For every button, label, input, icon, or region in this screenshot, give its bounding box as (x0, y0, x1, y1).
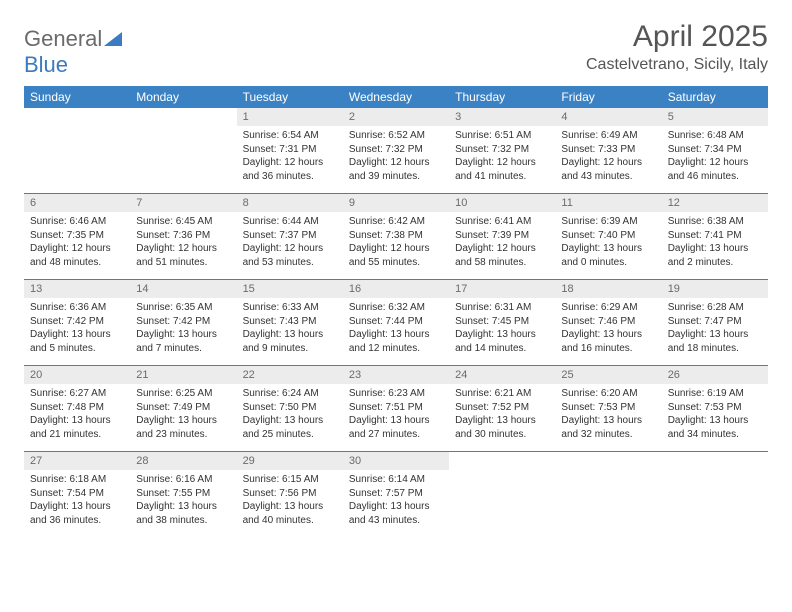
day-number-cell: 5 (662, 108, 768, 126)
day-number-cell: 18 (555, 280, 661, 298)
day-detail-cell (449, 470, 555, 537)
detail-row: Sunrise: 6:46 AMSunset: 7:35 PMDaylight:… (24, 212, 768, 280)
month-title: April 2025 (586, 20, 768, 54)
daynum-row: 12345 (24, 108, 768, 126)
logo: GeneralBlue (24, 26, 122, 78)
day-number-cell: 15 (237, 280, 343, 298)
detail-row: Sunrise: 6:18 AMSunset: 7:54 PMDaylight:… (24, 470, 768, 537)
daynum-row: 20212223242526 (24, 366, 768, 384)
dow-saturday: Saturday (662, 86, 768, 108)
day-detail-cell (130, 126, 236, 194)
day-number-cell: 28 (130, 452, 236, 470)
day-detail-cell: Sunrise: 6:45 AMSunset: 7:36 PMDaylight:… (130, 212, 236, 280)
day-number-cell (449, 452, 555, 470)
day-number-cell: 26 (662, 366, 768, 384)
day-number-cell: 8 (237, 194, 343, 212)
day-number-cell: 6 (24, 194, 130, 212)
day-detail-cell: Sunrise: 6:19 AMSunset: 7:53 PMDaylight:… (662, 384, 768, 452)
day-detail-cell: Sunrise: 6:28 AMSunset: 7:47 PMDaylight:… (662, 298, 768, 366)
dow-header-row: Sunday Monday Tuesday Wednesday Thursday… (24, 86, 768, 108)
day-number-cell: 9 (343, 194, 449, 212)
location-subtitle: Castelvetrano, Sicily, Italy (586, 56, 768, 74)
day-detail-cell: Sunrise: 6:18 AMSunset: 7:54 PMDaylight:… (24, 470, 130, 537)
day-detail-cell: Sunrise: 6:54 AMSunset: 7:31 PMDaylight:… (237, 126, 343, 194)
dow-wednesday: Wednesday (343, 86, 449, 108)
day-detail-cell (555, 470, 661, 537)
day-detail-cell: Sunrise: 6:52 AMSunset: 7:32 PMDaylight:… (343, 126, 449, 194)
day-detail-cell: Sunrise: 6:38 AMSunset: 7:41 PMDaylight:… (662, 212, 768, 280)
daynum-row: 13141516171819 (24, 280, 768, 298)
dow-sunday: Sunday (24, 86, 130, 108)
day-number-cell: 22 (237, 366, 343, 384)
day-detail-cell: Sunrise: 6:33 AMSunset: 7:43 PMDaylight:… (237, 298, 343, 366)
day-detail-cell: Sunrise: 6:27 AMSunset: 7:48 PMDaylight:… (24, 384, 130, 452)
day-number-cell: 29 (237, 452, 343, 470)
dow-tuesday: Tuesday (237, 86, 343, 108)
logo-text-2: Blue (24, 52, 68, 77)
day-detail-cell: Sunrise: 6:29 AMSunset: 7:46 PMDaylight:… (555, 298, 661, 366)
dow-friday: Friday (555, 86, 661, 108)
logo-text: GeneralBlue (24, 26, 122, 78)
day-detail-cell: Sunrise: 6:48 AMSunset: 7:34 PMDaylight:… (662, 126, 768, 194)
calendar-table: Sunday Monday Tuesday Wednesday Thursday… (24, 86, 768, 537)
day-detail-cell: Sunrise: 6:31 AMSunset: 7:45 PMDaylight:… (449, 298, 555, 366)
detail-row: Sunrise: 6:54 AMSunset: 7:31 PMDaylight:… (24, 126, 768, 194)
day-number-cell: 10 (449, 194, 555, 212)
detail-row: Sunrise: 6:27 AMSunset: 7:48 PMDaylight:… (24, 384, 768, 452)
day-number-cell: 19 (662, 280, 768, 298)
daynum-row: 6789101112 (24, 194, 768, 212)
day-detail-cell: Sunrise: 6:25 AMSunset: 7:49 PMDaylight:… (130, 384, 236, 452)
day-detail-cell: Sunrise: 6:21 AMSunset: 7:52 PMDaylight:… (449, 384, 555, 452)
day-detail-cell: Sunrise: 6:44 AMSunset: 7:37 PMDaylight:… (237, 212, 343, 280)
day-number-cell (24, 108, 130, 126)
calendar-body: 12345Sunrise: 6:54 AMSunset: 7:31 PMDayl… (24, 108, 768, 537)
page-header: GeneralBlue April 2025 Castelvetrano, Si… (24, 20, 768, 78)
day-number-cell: 16 (343, 280, 449, 298)
day-number-cell (130, 108, 236, 126)
day-number-cell: 30 (343, 452, 449, 470)
dow-monday: Monday (130, 86, 236, 108)
day-detail-cell: Sunrise: 6:20 AMSunset: 7:53 PMDaylight:… (555, 384, 661, 452)
day-number-cell: 11 (555, 194, 661, 212)
day-detail-cell: Sunrise: 6:23 AMSunset: 7:51 PMDaylight:… (343, 384, 449, 452)
day-detail-cell: Sunrise: 6:16 AMSunset: 7:55 PMDaylight:… (130, 470, 236, 537)
day-detail-cell: Sunrise: 6:14 AMSunset: 7:57 PMDaylight:… (343, 470, 449, 537)
day-number-cell: 2 (343, 108, 449, 126)
day-detail-cell: Sunrise: 6:24 AMSunset: 7:50 PMDaylight:… (237, 384, 343, 452)
day-detail-cell (662, 470, 768, 537)
day-number-cell (555, 452, 661, 470)
day-detail-cell: Sunrise: 6:15 AMSunset: 7:56 PMDaylight:… (237, 470, 343, 537)
detail-row: Sunrise: 6:36 AMSunset: 7:42 PMDaylight:… (24, 298, 768, 366)
day-detail-cell: Sunrise: 6:49 AMSunset: 7:33 PMDaylight:… (555, 126, 661, 194)
daynum-row: 27282930 (24, 452, 768, 470)
day-number-cell: 27 (24, 452, 130, 470)
day-detail-cell: Sunrise: 6:46 AMSunset: 7:35 PMDaylight:… (24, 212, 130, 280)
day-number-cell: 3 (449, 108, 555, 126)
day-number-cell: 1 (237, 108, 343, 126)
day-detail-cell: Sunrise: 6:35 AMSunset: 7:42 PMDaylight:… (130, 298, 236, 366)
day-number-cell: 13 (24, 280, 130, 298)
day-detail-cell (24, 126, 130, 194)
day-detail-cell: Sunrise: 6:42 AMSunset: 7:38 PMDaylight:… (343, 212, 449, 280)
day-detail-cell: Sunrise: 6:32 AMSunset: 7:44 PMDaylight:… (343, 298, 449, 366)
day-number-cell: 12 (662, 194, 768, 212)
day-detail-cell: Sunrise: 6:41 AMSunset: 7:39 PMDaylight:… (449, 212, 555, 280)
day-number-cell: 20 (24, 366, 130, 384)
day-number-cell: 21 (130, 366, 236, 384)
day-detail-cell: Sunrise: 6:51 AMSunset: 7:32 PMDaylight:… (449, 126, 555, 194)
title-block: April 2025 Castelvetrano, Sicily, Italy (586, 20, 768, 74)
day-number-cell: 23 (343, 366, 449, 384)
day-number-cell: 24 (449, 366, 555, 384)
day-number-cell: 14 (130, 280, 236, 298)
day-detail-cell: Sunrise: 6:39 AMSunset: 7:40 PMDaylight:… (555, 212, 661, 280)
day-number-cell: 7 (130, 194, 236, 212)
day-number-cell (662, 452, 768, 470)
logo-triangle-icon (104, 26, 122, 52)
day-detail-cell: Sunrise: 6:36 AMSunset: 7:42 PMDaylight:… (24, 298, 130, 366)
day-number-cell: 17 (449, 280, 555, 298)
logo-text-1: General (24, 26, 102, 51)
dow-thursday: Thursday (449, 86, 555, 108)
day-number-cell: 25 (555, 366, 661, 384)
day-number-cell: 4 (555, 108, 661, 126)
